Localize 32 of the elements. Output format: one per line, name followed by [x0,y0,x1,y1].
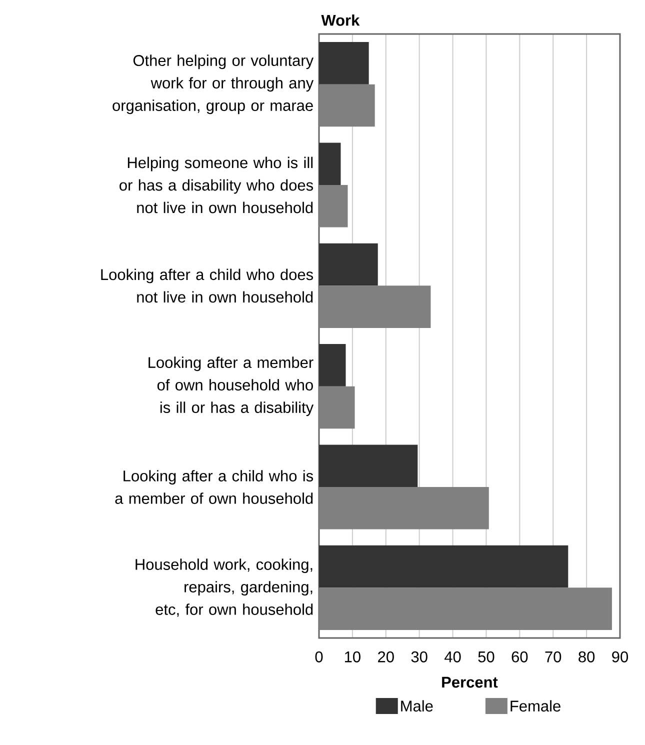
y-tick-label: Looking after a member of own household who is ill or has a disability [148,356,314,416]
legend-label: Female [510,700,560,712]
x-tick-label: 60 [512,651,528,662]
x-tick-label: 40 [444,651,461,662]
bar [318,42,369,84]
x-tick-label: 80 [578,651,595,662]
bar [318,344,346,386]
y-tick-label: Other helping or voluntary work for or through any organisation, group or marae [112,54,314,114]
x-tick-label: 90 [612,651,628,662]
y-tick-label: Looking after a child who does not live in own household [101,268,314,303]
x-tick-label: 30 [411,651,428,662]
chart-title: Work [321,14,360,26]
bar [318,243,378,286]
x-tick-label: 50 [478,651,494,662]
x-tick-label: 70 [545,651,562,662]
bar [318,386,355,429]
bar [318,444,418,488]
bar [318,545,568,588]
bar [318,84,375,127]
x-tick-label: 10 [345,651,360,662]
y-tick-label: Household work, cooking, repairs, gardening, etc, for own household [136,558,313,617]
bar [318,588,612,630]
bar [318,185,348,228]
x-tick-label: 0 [315,651,323,662]
legend-label: Male [401,700,433,712]
x-axis-title: Percent [442,676,498,688]
bar [318,487,489,530]
bar [318,142,341,186]
x-tick-label: 20 [378,651,394,662]
bar [318,286,431,328]
y-tick-label: Helping someone who is ill or has a disability who does not live in own household [120,156,314,214]
y-tick-label: Looking after a child who is a member of own household [115,470,314,504]
